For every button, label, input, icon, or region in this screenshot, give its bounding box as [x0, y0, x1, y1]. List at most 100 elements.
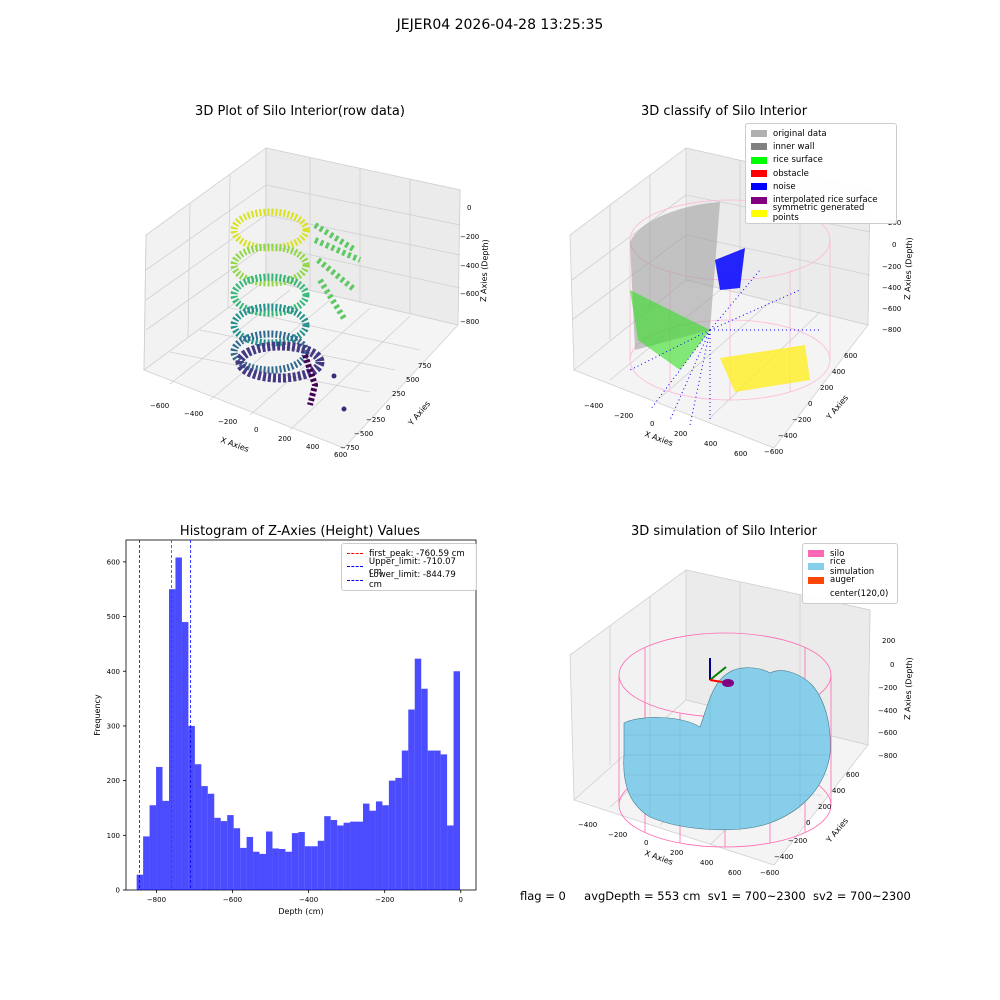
raw-ytick: 0: [386, 404, 390, 412]
legend-item: inner wall: [751, 140, 891, 153]
legend-item: original data: [751, 127, 891, 140]
simulation-ytick: 400: [832, 787, 845, 795]
simulation-ztick: −400: [878, 707, 897, 715]
classify-ztick: −400: [882, 284, 901, 292]
simulation-ztick: −800: [878, 752, 897, 760]
classify-ztick: −800: [882, 326, 901, 334]
simulation-xtick: 0: [644, 839, 648, 847]
raw-ytick: −500: [354, 430, 373, 438]
histogram-bar: [369, 810, 376, 890]
panel-title-classify: 3D classify of Silo Interior: [640, 104, 808, 119]
classify-ytick: −600: [764, 448, 783, 456]
classify-ytick: 0: [808, 400, 812, 408]
legend-item: rice surface: [751, 154, 891, 167]
histogram-bar: [434, 750, 441, 890]
histogram-bar: [382, 805, 389, 890]
histogram-bar: [240, 847, 247, 890]
legend-swatch: [808, 550, 824, 558]
histogram-bar: [227, 815, 234, 890]
raw-ztick: −200: [460, 233, 479, 241]
simulation-ztick: −600: [878, 729, 897, 737]
histogram-bar: [272, 848, 279, 890]
raw-xtick: −200: [218, 418, 237, 426]
histogram-bar: [253, 851, 260, 890]
raw-ytick: 750: [418, 362, 431, 370]
histogram-bar: [168, 589, 176, 890]
simulation-ytick: −600: [760, 869, 779, 877]
histogram-bar: [388, 780, 396, 890]
x-tick-label: −200: [375, 896, 394, 904]
simulation-ztick: 0: [890, 661, 894, 669]
legend-line: [347, 566, 363, 568]
raw-ytick: 500: [406, 376, 419, 384]
histogram-x-ticks: −800 −600 −400 −200 0: [147, 890, 463, 904]
raw-ytick: −750: [340, 444, 359, 452]
histogram-bar: [427, 750, 435, 890]
classify-xtick: 400: [704, 440, 717, 448]
classify-zlabel: Z Axies (Depth): [903, 237, 914, 300]
legend-label: rice simulation: [829, 556, 875, 577]
histogram-bar: [343, 822, 351, 890]
y-tick-label: 200: [107, 777, 120, 785]
classify-ztick: −600: [882, 305, 901, 313]
panel-title-raw: 3D Plot of Silo Interior(row data): [195, 104, 405, 119]
legend-label: Lower_limit: -844.79 cm: [368, 570, 456, 591]
x-tick-label: −800: [147, 896, 166, 904]
simulation-legend: silo rice simulation auger center(120,0): [802, 543, 898, 605]
classify-xtick: 600: [734, 450, 747, 458]
classify-legend: original data inner wall rice surface ob…: [745, 123, 897, 225]
legend-item: symmetric generated points: [751, 203, 891, 223]
legend-label: obstacle: [773, 168, 809, 179]
histogram-bar: [440, 754, 448, 890]
histogram-bar: [188, 725, 195, 890]
histogram-bar: [201, 786, 208, 890]
simulation-ztick: −200: [878, 684, 897, 692]
histogram-bar: [259, 853, 266, 890]
legend-label: symmetric generated points: [772, 203, 865, 224]
raw-xtick: −600: [150, 402, 169, 410]
histogram-bar: [447, 825, 454, 890]
legend-swatch: [751, 156, 767, 164]
histogram-bar: [149, 805, 157, 890]
histogram-chart: −800 −600 −400 −200 0 0 100 200 300 400 500 600 De…: [93, 539, 477, 916]
legend-item: noise: [751, 180, 891, 193]
raw-zlabel: Z Axies (Depth): [479, 239, 490, 302]
histogram-bar: [401, 750, 409, 890]
histogram-y-ticks: 0 100 200 300 400 500 600: [107, 558, 126, 895]
legend-line: [347, 553, 363, 555]
histogram-bar: [421, 688, 428, 890]
classify-ytick: 400: [832, 368, 845, 376]
legend-label: auger: [830, 575, 855, 586]
raw-ztick: −600: [460, 290, 479, 298]
raw-xtick: 200: [278, 435, 291, 443]
legend-label: silo: [830, 548, 845, 559]
histogram-bar: [356, 821, 364, 890]
raw-xtick: 0: [254, 426, 258, 434]
raw-axes-box: [143, 147, 461, 449]
histogram-bar: [324, 816, 331, 890]
legend-swatch: [751, 183, 767, 191]
simulation-ytick: −200: [788, 837, 807, 845]
simulation-xtick: 200: [670, 849, 683, 857]
legend-label: rice surface: [773, 155, 823, 166]
histogram-bar: [414, 658, 422, 890]
legend-swatch: [751, 130, 767, 138]
classify-xtick: −200: [614, 412, 633, 420]
simulation-auger: [709, 658, 734, 687]
histogram-bar: [143, 836, 150, 890]
raw-ztick: −400: [460, 262, 479, 270]
classify-xlabel: X Axies: [643, 429, 674, 448]
legend-swatch: [808, 563, 824, 571]
histogram-bar: [136, 874, 144, 890]
simulation-xtick: −200: [608, 831, 627, 839]
histogram-bar: [181, 622, 189, 890]
simulation-ylabel: Y Axies: [824, 816, 850, 845]
y-tick-label: 500: [107, 613, 120, 621]
legend-swatch: [808, 576, 824, 584]
legend-label: noise: [773, 181, 796, 192]
histogram-bar: [453, 671, 461, 890]
legend-item: obstacle: [751, 167, 891, 180]
histogram-bars: [136, 557, 461, 890]
histogram-bar: [266, 831, 273, 890]
histogram-legend: first_peak: -760.59 cm Upper_limit: -710…: [341, 543, 477, 591]
